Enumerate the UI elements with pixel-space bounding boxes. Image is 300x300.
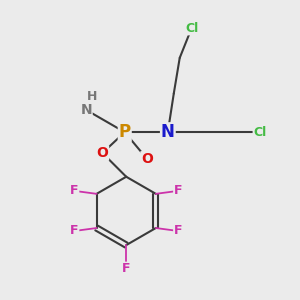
Text: F: F	[70, 184, 79, 197]
Text: O: O	[97, 146, 108, 160]
Text: F: F	[174, 184, 182, 197]
Text: Cl: Cl	[185, 22, 198, 34]
Text: F: F	[70, 224, 79, 238]
Text: F: F	[174, 224, 182, 238]
Text: H: H	[87, 90, 97, 103]
Text: F: F	[122, 262, 130, 275]
Text: P: P	[119, 123, 131, 141]
Text: Cl: Cl	[253, 126, 267, 139]
Text: N: N	[80, 103, 92, 117]
Text: O: O	[141, 152, 153, 166]
Text: N: N	[161, 123, 175, 141]
